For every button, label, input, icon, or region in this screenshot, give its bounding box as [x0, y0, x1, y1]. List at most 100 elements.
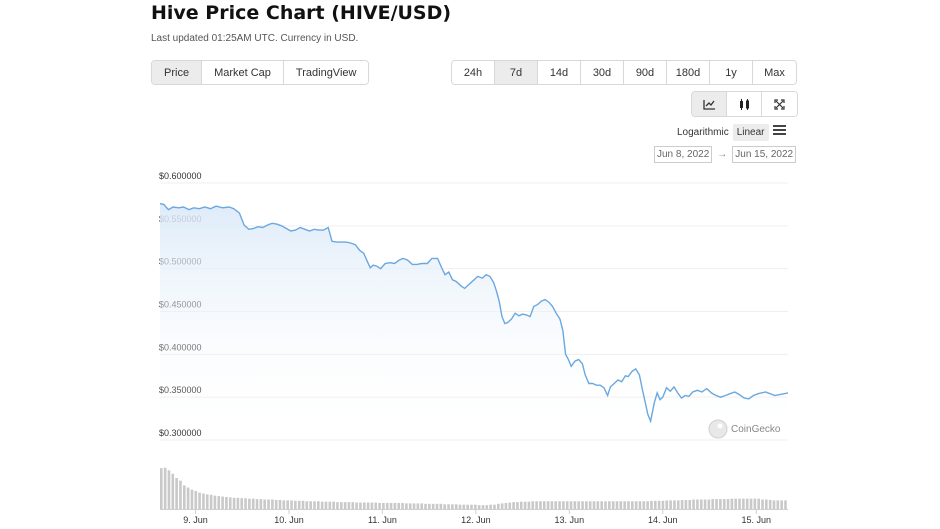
volume-bar: [531, 501, 535, 509]
volume-bar: [581, 501, 584, 509]
volume-bar: [194, 490, 198, 509]
volume-bar: [190, 489, 194, 509]
volume-bar: [516, 502, 519, 509]
range-90d-button[interactable]: 90d: [624, 61, 667, 84]
volume-bar: [255, 499, 259, 509]
volume-bar: [320, 501, 324, 509]
volume-bar: [554, 501, 558, 509]
volume-bar: [738, 498, 741, 509]
tab-market-cap[interactable]: Market Cap: [202, 61, 284, 84]
volume-bar: [481, 505, 485, 509]
volume-bar: [600, 501, 603, 509]
volume-bar: [408, 503, 412, 509]
range-7d-button[interactable]: 7d: [495, 61, 538, 84]
x-tick-label: 11. Jun: [368, 515, 397, 525]
volume-bar: [362, 502, 366, 509]
volume-bar: [688, 499, 692, 509]
linear-scale-button[interactable]: Linear: [732, 124, 769, 141]
x-axis-ticks: 9. Jun 10. Jun 11. Jun 12. Jun 13. Jun 14. Ju…: [183, 509, 771, 525]
volume-bar: [650, 500, 653, 509]
volume-bar: [768, 499, 772, 509]
volume-bar: [328, 501, 332, 509]
range-30d-button[interactable]: 30d: [581, 61, 624, 84]
price-area-fill: [160, 203, 788, 440]
volume-bar: [619, 501, 623, 509]
volume-bar: [317, 501, 320, 509]
hamburger-menu-icon[interactable]: [773, 125, 786, 136]
volume-bar: [604, 501, 607, 509]
range-14d-button[interactable]: 14d: [538, 61, 581, 84]
volume-bar: [753, 498, 757, 509]
scale-toggle: Logarithmic Linear: [673, 124, 769, 141]
fullscreen-button[interactable]: [762, 92, 797, 116]
volume-bar: [382, 502, 385, 509]
volume-bar: [707, 499, 711, 509]
line-chart-button[interactable]: [692, 92, 727, 116]
volume-bar: [546, 501, 550, 509]
volume-bar: [596, 501, 600, 509]
volume-bar: [611, 501, 615, 509]
volume-bar: [259, 499, 263, 509]
volume-bar: [669, 500, 672, 509]
volume-bar: [405, 503, 408, 509]
volume-bar: [397, 502, 401, 509]
range-1y-button[interactable]: 1y: [710, 61, 753, 84]
candlestick-icon: [739, 98, 749, 110]
range-24h-button[interactable]: 24h: [452, 61, 495, 84]
volume-bar: [508, 502, 512, 509]
volume-bar: [286, 500, 289, 509]
volume-bar: [217, 496, 221, 509]
volume-bar: [263, 499, 267, 509]
volume-bar: [527, 501, 531, 509]
volume-bar: [646, 501, 649, 509]
volume-bar: [772, 500, 776, 509]
volume-bar: [163, 467, 167, 509]
volume-bar: [359, 502, 362, 509]
date-from-input[interactable]: Jun 8, 2022: [654, 146, 713, 163]
volume-bar: [496, 503, 500, 509]
volume-bar: [585, 501, 588, 509]
volume-bar: [745, 498, 749, 509]
volume-bar: [248, 498, 251, 509]
volume-bar: [179, 480, 182, 509]
volume-bar: [726, 499, 730, 509]
x-tick-label: 14. Jun: [648, 515, 678, 525]
range-max-button[interactable]: Max: [753, 61, 796, 84]
coingecko-logo-icon: [708, 419, 728, 439]
volume-bar: [236, 497, 240, 509]
volume-bar: [186, 487, 190, 509]
volume-bar: [765, 499, 768, 509]
volume-bar: [761, 499, 764, 509]
volume-bar: [424, 503, 427, 509]
candlestick-chart-button[interactable]: [727, 92, 762, 116]
volume-bar: [512, 502, 515, 509]
volume-bar: [294, 500, 297, 509]
coingecko-watermark: CoinGecko: [708, 419, 781, 439]
date-range-arrow: →: [717, 149, 728, 160]
volume-bar: [784, 500, 787, 509]
volume-bar: [719, 499, 722, 509]
volume-bar: [569, 501, 573, 509]
tab-price[interactable]: Price: [152, 61, 203, 84]
volume-bar: [504, 502, 508, 509]
volume-bar: [221, 496, 224, 509]
watermark-text: CoinGecko: [731, 424, 781, 435]
volume-bar: [366, 502, 370, 509]
volume-bar: [240, 498, 244, 509]
date-to-input[interactable]: Jun 15, 2022: [732, 146, 797, 163]
volume-bar: [160, 468, 163, 509]
y-tick-label: $0.600000: [159, 171, 202, 181]
volume-bar: [550, 501, 554, 509]
range-180d-button[interactable]: 180d: [667, 61, 710, 84]
x-tick-label: 10. Jun: [274, 515, 304, 525]
volume-bar: [451, 504, 454, 509]
volume-bar: [703, 499, 707, 509]
volume-bar: [301, 500, 305, 509]
logarithmic-scale-button[interactable]: Logarithmic: [677, 127, 729, 138]
volume-bar: [676, 500, 680, 509]
tab-tradingview[interactable]: TradingView: [283, 61, 369, 84]
volume-bar: [305, 501, 309, 509]
volume-bar: [627, 501, 630, 509]
volume-bar: [228, 497, 232, 509]
x-tick-label: 13. Jun: [555, 515, 585, 525]
